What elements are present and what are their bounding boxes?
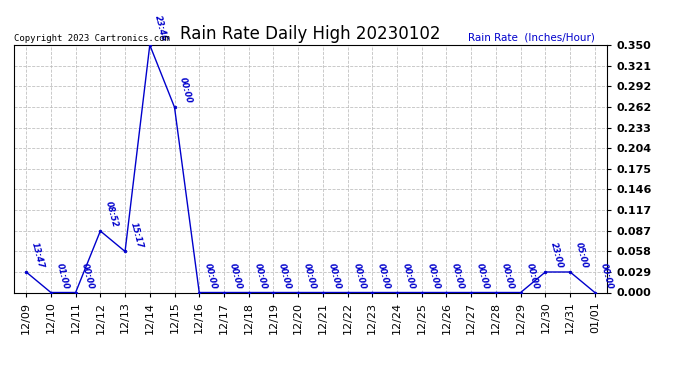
- Text: 00:00: 00:00: [450, 262, 466, 290]
- Text: 00:00: 00:00: [500, 262, 515, 290]
- Text: 00:00: 00:00: [598, 262, 614, 290]
- Text: 00:00: 00:00: [302, 262, 317, 290]
- Text: 00:00: 00:00: [178, 76, 194, 105]
- Text: 00:00: 00:00: [351, 262, 367, 290]
- Text: 23:46: 23:46: [153, 14, 169, 42]
- Text: 00:00: 00:00: [79, 262, 95, 290]
- Text: 00:00: 00:00: [253, 262, 268, 290]
- Text: 00:00: 00:00: [376, 262, 392, 290]
- Text: 00:00: 00:00: [475, 262, 491, 290]
- Text: 00:00: 00:00: [326, 262, 342, 290]
- Text: 23:00: 23:00: [549, 241, 564, 270]
- Text: 00:00: 00:00: [203, 262, 219, 290]
- Text: 15:17: 15:17: [129, 221, 144, 249]
- Text: 00:00: 00:00: [426, 262, 441, 290]
- Text: 01:00: 01:00: [55, 262, 70, 290]
- Text: 08:52: 08:52: [104, 200, 119, 228]
- Title: Rain Rate Daily High 20230102: Rain Rate Daily High 20230102: [180, 26, 441, 44]
- Text: Copyright 2023 Cartronics.com: Copyright 2023 Cartronics.com: [14, 33, 170, 42]
- Text: 00:00: 00:00: [277, 262, 293, 290]
- Text: 13:47: 13:47: [30, 241, 46, 270]
- Text: 00:00: 00:00: [524, 262, 540, 290]
- Text: 00:00: 00:00: [228, 262, 244, 290]
- Text: 05:00: 05:00: [574, 241, 589, 270]
- Text: 00:00: 00:00: [401, 262, 416, 290]
- Text: Rain Rate  (Inches/Hour): Rain Rate (Inches/Hour): [469, 33, 595, 42]
